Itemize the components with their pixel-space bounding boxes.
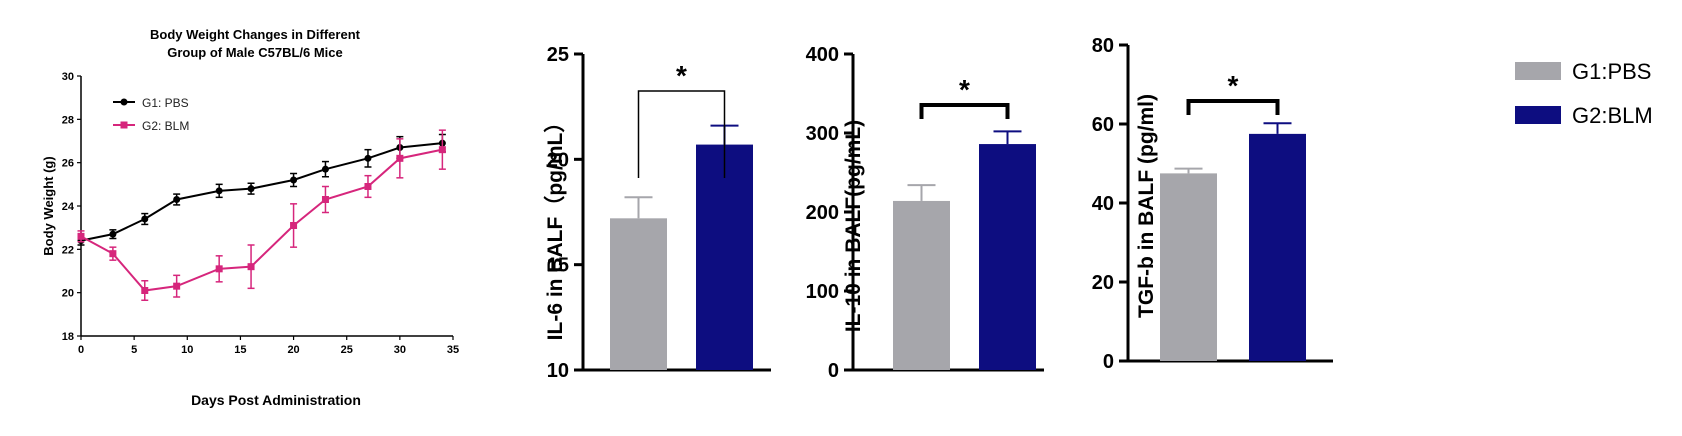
data-point — [247, 263, 255, 271]
y-tick-label: 10 — [547, 360, 569, 382]
bar-1 — [893, 200, 950, 370]
series-line-1 — [80, 142, 443, 242]
y-axis-label: Body Weight (g) — [41, 156, 56, 255]
group-legend: G1:PBS G2:BLM — [1515, 59, 1653, 128]
body-weight-chart: Body Weight Changes in Different Group o… — [41, 27, 459, 408]
y-tick-label: 26 — [62, 158, 74, 170]
tgfb-bar-chart: TGF-b in BALF (pg/ml) 0 20 40 60 80 * — [1092, 35, 1333, 373]
chart-title-line2: Group of Male C57BL/6 Mice — [167, 45, 343, 60]
legend-g1-label: G1: PBS — [142, 96, 189, 110]
x-tick-label: 5 — [131, 344, 137, 356]
legend-g1-swatch — [1515, 62, 1561, 80]
data-point — [77, 232, 85, 240]
y-tick-label: 80 — [1092, 35, 1114, 57]
il6-bar-chart: IL-6 in BALF（pg/mL） 10 15 20 25 * — [543, 44, 771, 382]
data-point — [364, 183, 372, 190]
bar-1 — [610, 218, 667, 370]
data-point — [141, 287, 149, 294]
data-point — [141, 215, 149, 223]
legend: G1: PBS G2: BLM — [113, 96, 189, 133]
significance-marker: * — [676, 60, 687, 91]
x-tick-label: 30 — [394, 344, 406, 356]
data-point — [396, 154, 404, 162]
legend-g2-marker — [120, 121, 128, 129]
series-layer — [77, 129, 446, 301]
legend-g2-swatch — [1515, 106, 1561, 124]
data-point — [321, 165, 329, 173]
y-tick-label: 400 — [806, 44, 839, 66]
data-point — [247, 185, 255, 193]
x-tick-label: 0 — [78, 344, 84, 356]
data-point — [173, 196, 181, 203]
axes: 18 20 22 24 26 28 30 0 5 10 15 20 25 30 35 — [62, 71, 459, 356]
series-line-2 — [80, 148, 443, 292]
x-tick-label: 10 — [181, 344, 193, 356]
il10-plot: 0 100 200 300 400 * — [806, 44, 1044, 382]
legend-g2-label: G2: BLM — [142, 119, 189, 133]
y-tick-label: 200 — [806, 202, 839, 224]
significance-bracket — [1186, 99, 1280, 115]
x-tick-label: 35 — [447, 344, 459, 356]
data-point — [215, 265, 223, 273]
legend-g1-text: G1:PBS — [1572, 59, 1651, 84]
x-axis-label: Days Post Administration — [191, 392, 361, 408]
data-point — [173, 282, 181, 290]
data-point — [109, 250, 117, 258]
y-tick-label: 60 — [1092, 114, 1114, 136]
y-tick-label: 0 — [1103, 351, 1114, 373]
y-tick-label: 22 — [62, 244, 74, 256]
y-tick-label: 24 — [62, 201, 75, 213]
tgfb-plot: 0 20 40 60 80 * — [1092, 35, 1333, 373]
y-tick-label: 20 — [547, 149, 569, 171]
significance-bracket — [637, 90, 726, 178]
y-tick-label: 28 — [62, 114, 74, 126]
il6-y-axis-label: IL-6 in BALF（pg/mL） — [543, 112, 567, 341]
bar-2 — [696, 144, 753, 370]
y-tick-label: 30 — [62, 71, 74, 83]
y-tick-label: 20 — [62, 288, 74, 300]
y-tick-label: 40 — [1092, 193, 1114, 215]
legend-g2-text: G2:BLM — [1572, 103, 1653, 128]
legend-g1-marker — [120, 98, 128, 106]
bar-2 — [1249, 133, 1306, 361]
il6-plot: 10 15 20 25 * — [547, 44, 771, 382]
data-point — [290, 222, 298, 229]
x-tick-label: 20 — [287, 344, 299, 356]
y-tick-label: 18 — [62, 331, 74, 343]
significance-marker: * — [1228, 70, 1239, 101]
x-tick-label: 25 — [341, 344, 353, 356]
y-tick-label: 15 — [547, 255, 569, 277]
significance-marker: * — [959, 74, 970, 105]
data-point — [438, 146, 446, 154]
bar-1 — [1160, 173, 1217, 361]
y-tick-label: 100 — [806, 281, 839, 303]
significance-bracket — [919, 103, 1010, 119]
data-point — [290, 176, 298, 184]
data-point — [364, 154, 372, 162]
data-point — [215, 187, 223, 195]
y-tick-label: 300 — [806, 123, 839, 145]
data-point — [109, 230, 117, 238]
y-tick-label: 25 — [547, 44, 569, 66]
tgfb-y-axis-label: TGF-b in BALF (pg/ml) — [1135, 94, 1158, 318]
y-tick-label: 0 — [828, 360, 839, 382]
chart-title-line1: Body Weight Changes in Different — [150, 27, 361, 42]
x-tick-label: 15 — [234, 344, 246, 356]
data-point — [321, 196, 329, 203]
y-tick-label: 20 — [1092, 272, 1114, 294]
bar-2 — [979, 144, 1036, 370]
